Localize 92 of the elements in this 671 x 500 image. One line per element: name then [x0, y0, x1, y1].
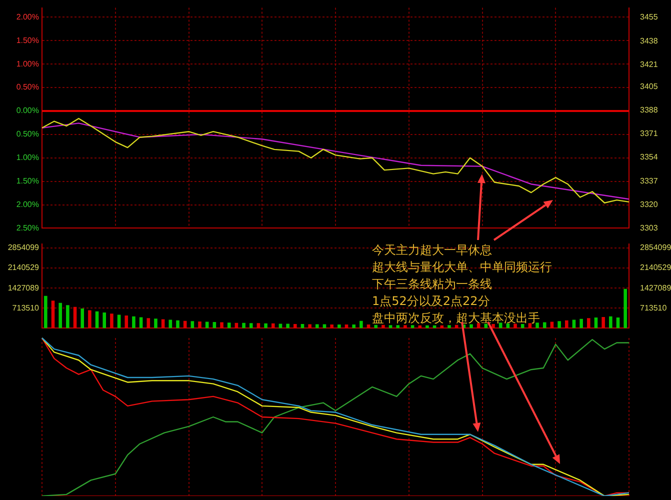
y-tick-label: 2854099: [8, 243, 40, 252]
bar: [374, 324, 378, 328]
bar: [330, 324, 334, 328]
bar: [242, 322, 246, 328]
bar: [360, 320, 363, 328]
y2-tick-label: 3455: [640, 12, 658, 22]
y-tick-label: 2.50%: [16, 223, 39, 232]
y-tick-label: 1.00%: [16, 59, 39, 68]
bar: [558, 321, 561, 328]
bar: [256, 323, 260, 328]
bar: [609, 316, 612, 328]
bar: [520, 324, 524, 328]
bar: [448, 325, 451, 328]
bar: [51, 300, 55, 328]
bar: [176, 320, 180, 328]
bar: [382, 324, 385, 328]
y2-tick-label: 3354: [640, 152, 658, 162]
bar: [102, 312, 106, 328]
bar: [308, 324, 312, 328]
y-tick-label: 1.50%: [16, 36, 39, 45]
y-tick-label: 0.50%: [16, 82, 39, 92]
bar: [564, 320, 568, 328]
bar: [536, 322, 539, 328]
bar: [580, 318, 583, 328]
bar: [161, 319, 165, 328]
bar: [542, 322, 546, 328]
bar: [528, 323, 532, 328]
annotation: 超大线与量化大单、中单同频运行: [372, 259, 552, 276]
y-tick-label: 0.00%: [16, 106, 39, 116]
bar: [278, 324, 282, 328]
bar: [249, 323, 253, 328]
y2-tick-label: 3405: [640, 82, 658, 92]
y-tick-label: 2140529: [8, 263, 40, 272]
y-tick-label: 713510: [12, 303, 40, 312]
y2-tick-label: 3337: [640, 176, 658, 186]
bar: [80, 308, 84, 328]
y2-tick-label: 3303: [640, 223, 658, 232]
bar: [88, 310, 92, 328]
bar: [205, 322, 209, 328]
y2-tick-label: 1427089: [640, 283, 671, 292]
y2-tick-label: 3421: [640, 60, 658, 69]
bar: [492, 324, 495, 328]
y-tick-label: 1.50%: [16, 176, 39, 186]
bar: [271, 323, 275, 328]
bar: [139, 317, 143, 328]
bar: [220, 322, 224, 328]
bar: [198, 321, 202, 328]
bar: [440, 325, 444, 328]
bar: [404, 325, 407, 328]
bar: [124, 316, 128, 328]
bar: [426, 325, 429, 328]
bar: [264, 323, 268, 328]
y-tick-label: 0.50%: [16, 130, 39, 139]
bar: [352, 324, 356, 328]
bar: [58, 302, 62, 328]
y2-tick-label: 2140529: [640, 263, 671, 272]
bar: [396, 325, 400, 328]
bar: [338, 324, 341, 328]
bar: [286, 324, 290, 328]
y2-tick-label: 2854099: [640, 243, 671, 252]
bar: [110, 314, 114, 328]
annotation: 今天主力超大一早休息: [372, 242, 493, 259]
bar: [602, 316, 605, 328]
bar: [293, 324, 297, 328]
bar: [586, 318, 590, 328]
bar: [316, 324, 319, 328]
bar: [146, 318, 150, 328]
y2-tick-label: 3371: [640, 129, 658, 138]
bar: [550, 322, 554, 328]
bar: [190, 321, 194, 328]
bar: [117, 314, 121, 328]
bar: [470, 324, 473, 328]
bar: [44, 296, 48, 328]
y2-tick-label: 3320: [640, 200, 658, 209]
bar: [154, 318, 158, 328]
bar: [484, 324, 488, 328]
bar: [132, 316, 136, 328]
bar: [418, 325, 422, 328]
y-tick-label: 2.00%: [16, 200, 39, 209]
y2-tick-label: 3388: [640, 106, 658, 115]
y2-tick-label: 713510: [640, 303, 668, 312]
y-tick-label: 1.00%: [16, 153, 39, 162]
annotation: 盘中两次反攻，超大基本没出手: [372, 310, 541, 327]
y2-tick-label: 3438: [640, 36, 658, 46]
bar: [624, 288, 627, 328]
y-tick-label: 2.00%: [16, 12, 39, 22]
annotation: 下午三条线粘为一条线: [372, 276, 493, 293]
y-tick-label: 1427089: [8, 283, 40, 292]
bar: [514, 324, 517, 328]
annotation: 1点52分以及2点22分: [372, 293, 491, 310]
bar: [66, 305, 70, 328]
bar: [227, 322, 231, 328]
